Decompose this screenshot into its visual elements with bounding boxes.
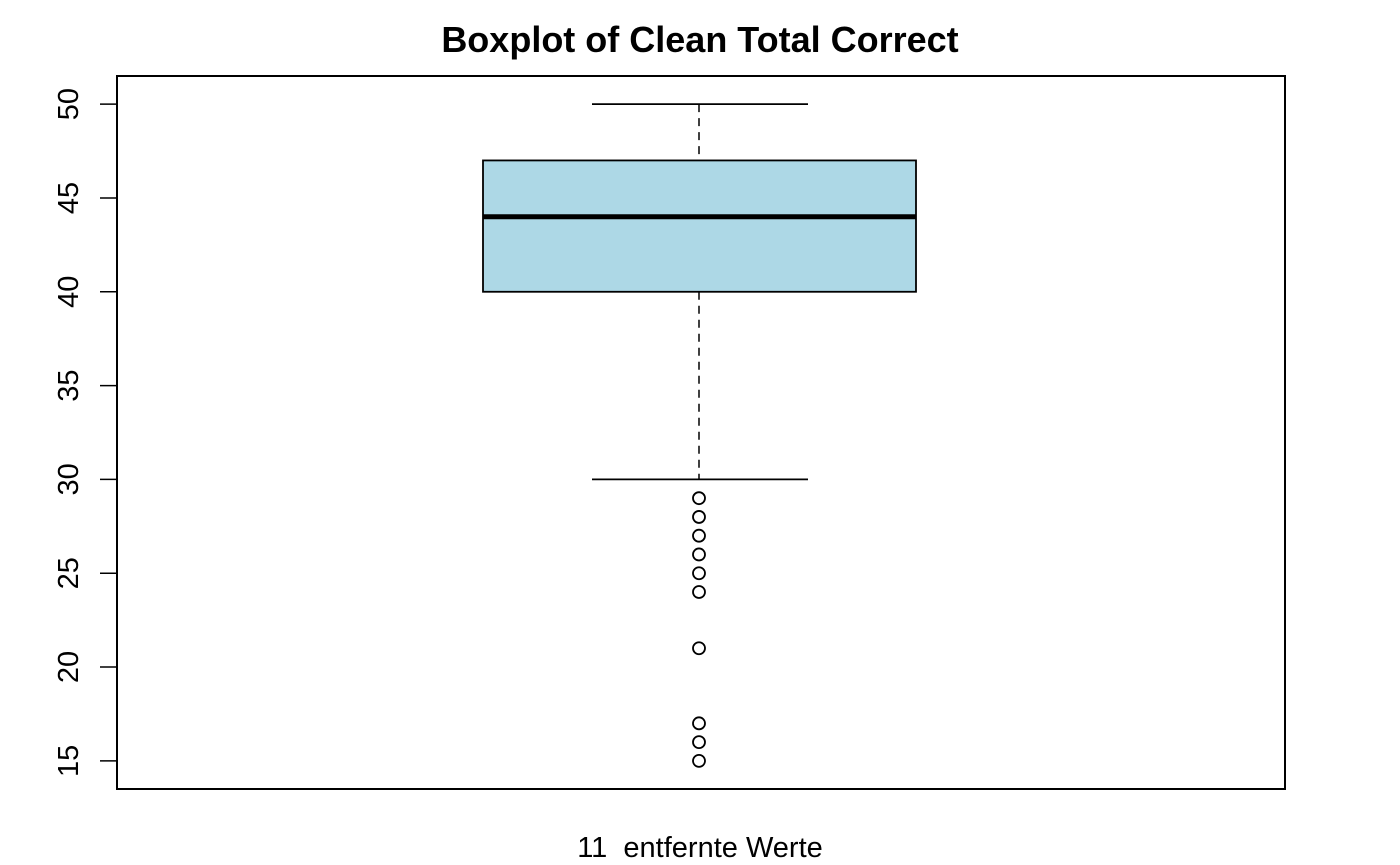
x-axis-label: 11 entfernte Werte: [577, 832, 823, 864]
outlier-point: [692, 735, 706, 749]
outlier-point: [692, 528, 706, 543]
y-axis: 15 20 25 30 35 40 45 50: [53, 88, 118, 777]
y-tick-label: 20: [53, 651, 85, 683]
y-tick-label: 50: [53, 88, 85, 120]
outlier-point: [692, 716, 706, 731]
outlier-point: [692, 566, 706, 581]
outlier-point: [692, 547, 706, 562]
outlier-point: [692, 585, 706, 599]
chart-title: Boxplot of Clean Total Correct: [441, 19, 958, 60]
y-tick-label: 30: [53, 463, 85, 495]
y-tick-label: 35: [53, 369, 85, 401]
outlier-point: [692, 491, 706, 506]
boxplot: [482, 103, 917, 481]
iqr-box: [482, 159, 917, 293]
y-tick-label: 45: [53, 182, 85, 214]
outliers: [692, 491, 706, 768]
outlier-point: [692, 510, 706, 524]
y-tick-label: 40: [53, 276, 85, 308]
y-tick-label: 15: [53, 745, 85, 777]
y-tick-label: 25: [53, 557, 85, 589]
outlier-point: [692, 753, 706, 768]
outlier-point: [692, 641, 706, 656]
